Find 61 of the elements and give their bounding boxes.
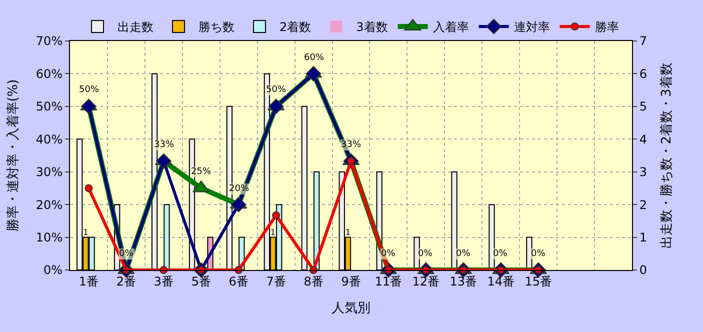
legend-label: 3着数 [356, 20, 388, 34]
y-tick-label: 30% [36, 165, 63, 180]
data-label: 0% [381, 249, 396, 259]
x-tick-label: 15番 [524, 274, 552, 288]
legend-label: 2着数 [280, 20, 312, 34]
data-label: 20% [229, 184, 250, 194]
point [268, 98, 284, 114]
x-axis-title: 人気別 [332, 301, 370, 316]
legend-label: 出走数 [118, 20, 154, 34]
y2-tick-label: 3 [639, 165, 648, 180]
y-tick-label: 50% [36, 100, 63, 114]
y-axis-title: 勝率・連対率・入着率(%) [4, 79, 21, 232]
legend-label: 勝ち数 [198, 20, 234, 34]
y-tick-label: 10% [36, 230, 63, 244]
point [156, 153, 172, 169]
x-tick-label: 14番 [487, 274, 515, 288]
legend-label: 入着率 [432, 20, 469, 34]
point [81, 98, 96, 114]
data-label: 0% [456, 249, 471, 259]
point [272, 211, 280, 220]
data-label: 60% [304, 53, 324, 63]
x-tick-label: 9番 [341, 274, 361, 288]
data-label: 1 [270, 227, 276, 238]
y-tick-label: 70% [36, 34, 63, 48]
x-tick-label: 6番 [228, 274, 248, 288]
point [84, 184, 93, 192]
x-tick-label: 1番 [78, 274, 99, 288]
data-label: 0% [493, 249, 508, 259]
data-label: 1 [83, 227, 88, 238]
x-tick-label: 3番 [154, 274, 174, 288]
data-label: 33% [341, 140, 362, 150]
y-tick-label: 0% [44, 263, 63, 278]
y2-axis-title: 出走数・勝ち数・2着数・3着数 [658, 62, 675, 248]
x-tick-label: 13番 [450, 274, 478, 288]
point [230, 196, 246, 212]
data-label: 50% [79, 85, 100, 95]
data-label: 0% [531, 249, 546, 259]
data-label: 25% [191, 167, 212, 177]
y2-tick-label: 2 [639, 198, 648, 212]
point [306, 66, 322, 82]
y2-tick-label: 0 [639, 263, 648, 278]
y-tick-label: 60% [36, 66, 63, 81]
data-label: 50% [266, 85, 286, 95]
y-tick-label: 40% [36, 132, 63, 146]
y2-tick-label: 4 [639, 132, 648, 146]
data-label: 0% [418, 249, 433, 259]
x-tick-label: 5番 [191, 274, 211, 288]
y2-tick-label: 5 [639, 100, 648, 114]
x-tick-label: 8番 [304, 274, 324, 288]
x-tick-label: 7番 [266, 274, 286, 288]
x-tick-label: 2番 [116, 274, 136, 288]
legend-label: 勝率 [594, 20, 619, 34]
y2-tick-label: 1 [639, 230, 648, 244]
y2-tick-label: 7 [639, 34, 648, 48]
data-label: 1 [345, 227, 351, 238]
data-label: 33% [154, 140, 174, 150]
y2-tick-label: 6 [639, 66, 648, 81]
x-tick-label: 11番 [374, 274, 402, 288]
y-tick-label: 20% [36, 198, 63, 212]
x-tick-label: 12番 [412, 274, 440, 288]
legend-label: 連対率 [514, 20, 550, 34]
